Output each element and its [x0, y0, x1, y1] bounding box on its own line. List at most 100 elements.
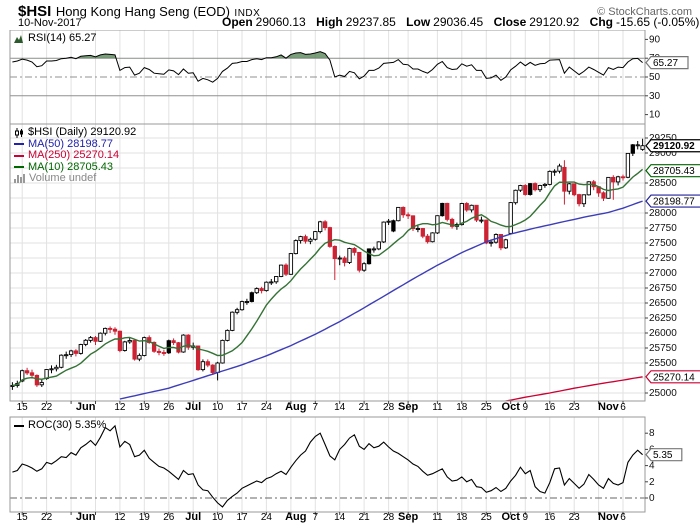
candle-body	[342, 257, 347, 263]
candle-body	[93, 337, 98, 342]
svg-text:Jun: Jun	[76, 511, 96, 523]
candle-body	[425, 235, 430, 243]
candle-body	[523, 185, 528, 195]
svg-text:26: 26	[163, 512, 175, 523]
svg-text:25270.14: 25270.14	[653, 372, 695, 383]
candle-body	[484, 219, 489, 244]
svg-text:22: 22	[41, 512, 53, 523]
candle-body	[274, 276, 279, 283]
candle-body	[469, 204, 474, 211]
candle-body	[239, 301, 245, 311]
svg-text:25: 25	[481, 402, 493, 413]
svg-text:23: 23	[569, 402, 581, 413]
rsi-series	[12, 51, 643, 83]
ma250-line	[502, 376, 643, 401]
svg-text:Oct: Oct	[502, 511, 521, 523]
candle-body	[557, 165, 562, 172]
candle-body	[200, 361, 206, 371]
svg-text:26250: 26250	[649, 313, 677, 324]
candle-body	[586, 181, 591, 196]
svg-text:10: 10	[649, 110, 661, 121]
candle-body	[630, 144, 635, 154]
svg-text:7: 7	[313, 512, 319, 523]
volume-bars-icon	[14, 174, 25, 184]
candle-body	[210, 364, 215, 373]
candle-body	[73, 350, 79, 354]
svg-text:16: 16	[544, 402, 556, 413]
chart-date: 10-Nov-2017	[18, 17, 82, 29]
candle-body	[420, 228, 425, 237]
overlay-lines	[12, 168, 644, 401]
svg-text:24: 24	[261, 512, 273, 523]
price-legend-label: $HSI (Daily) 29120.92	[28, 126, 137, 138]
svg-text:17: 17	[236, 512, 248, 523]
svg-text:15: 15	[17, 512, 29, 523]
svg-text:19: 19	[139, 512, 151, 523]
candle-body	[503, 239, 508, 249]
svg-text:26500: 26500	[649, 298, 677, 309]
candle-body	[269, 281, 274, 284]
candle-body	[88, 337, 93, 341]
candle-body	[34, 374, 40, 386]
candle-body	[298, 236, 303, 242]
svg-text:27750: 27750	[649, 223, 677, 234]
date-axis-roc: 15 22 Jun 12 19 26 Jul 10 17 24 Aug 7 14 21 28 Sep 11 18 2…	[17, 511, 627, 523]
candle-body	[24, 370, 30, 374]
candle-body	[112, 328, 118, 332]
candle-body	[181, 334, 186, 353]
ma250-value-box: 25270.14	[645, 370, 700, 384]
candle-body	[308, 238, 313, 242]
svg-text:8: 8	[649, 428, 655, 439]
svg-text:23: 23	[569, 512, 581, 523]
svg-text:25000: 25000	[649, 388, 677, 399]
candle-body	[508, 202, 513, 234]
candle-body	[313, 231, 318, 240]
svg-text:28: 28	[383, 402, 395, 413]
candle-body	[64, 354, 69, 357]
exchange-tag: INDX	[234, 8, 261, 19]
candle-body	[54, 366, 59, 370]
svg-text:0: 0	[649, 493, 655, 504]
svg-text:28: 28	[383, 512, 395, 523]
svg-text:Sep: Sep	[398, 401, 418, 413]
candle-body	[132, 340, 137, 360]
candle-body	[234, 309, 240, 313]
candle-body	[20, 370, 25, 382]
chart-canvas: 9070503010292502900028500280002775027500…	[9, 30, 700, 523]
candle-body	[29, 372, 35, 376]
svg-text:Jun: Jun	[76, 401, 96, 413]
candle-body	[552, 170, 557, 173]
roc-legend: ROC(30) 5.35%	[14, 419, 106, 432]
svg-text:18: 18	[456, 402, 468, 413]
svg-text:19: 19	[139, 402, 151, 413]
candle-body	[137, 354, 142, 360]
candle-body	[581, 194, 587, 205]
svg-text:28000: 28000	[649, 208, 677, 219]
svg-text:50: 50	[649, 72, 661, 83]
candle-body	[635, 144, 640, 147]
candle-body	[576, 194, 582, 205]
roc-line-icon	[14, 424, 24, 427]
svg-text:26: 26	[163, 402, 175, 413]
candle-body	[386, 220, 391, 223]
svg-text:25500: 25500	[649, 358, 677, 369]
candle-body	[142, 337, 147, 356]
svg-text:65.27: 65.27	[653, 58, 678, 69]
svg-text:21: 21	[359, 512, 371, 523]
ma50-value-box: 28198.77	[645, 194, 700, 208]
roc-series	[12, 424, 643, 508]
candle-body	[195, 345, 201, 371]
candle-body	[293, 240, 298, 255]
candle-body	[640, 145, 645, 150]
low-label: Low	[406, 15, 431, 29]
svg-text:25: 25	[481, 512, 493, 523]
svg-text:5.35: 5.35	[653, 450, 673, 461]
svg-text:21: 21	[359, 402, 371, 413]
svg-text:26750: 26750	[649, 283, 677, 294]
svg-text:Sep: Sep	[398, 511, 418, 523]
candle-body	[562, 166, 567, 192]
roc-panel-border	[9, 416, 646, 513]
candle-body	[327, 227, 333, 247]
candle-body	[366, 248, 372, 265]
